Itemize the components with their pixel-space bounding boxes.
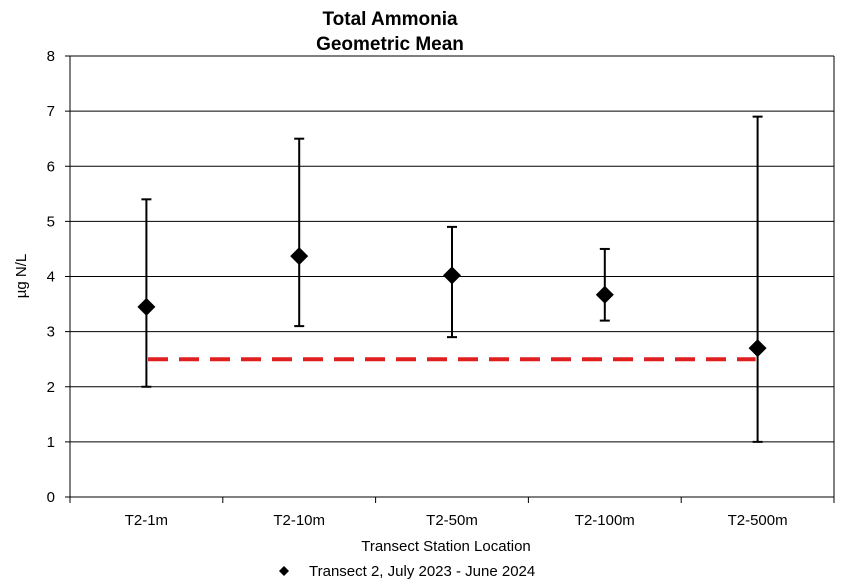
- legend-diamond-icon: [279, 566, 289, 576]
- error-bars: [141, 115, 763, 443]
- chart-title-line-1: Total Ammonia: [322, 9, 458, 30]
- data-point-3: [595, 285, 614, 304]
- x-tick-label-1: T2-10m: [273, 512, 325, 529]
- data-point-1: [290, 247, 309, 266]
- x-axis-title: Transect Station Location: [361, 538, 531, 555]
- x-tick-labels: T2-1m T2-10m T2-50m T2-100m T2-500m: [125, 512, 788, 529]
- data-point-4: [748, 339, 767, 358]
- y-tick-label-8: 8: [47, 48, 55, 65]
- y-tick-label-6: 6: [47, 158, 55, 175]
- data-point-2: [443, 266, 461, 285]
- y-tick-label-4: 4: [47, 269, 55, 286]
- data-points: [137, 247, 767, 358]
- y-axis-title: µg N/L: [13, 254, 30, 299]
- y-tick-labels: 0 1 2 3 4 5 6 7 8: [47, 48, 55, 506]
- y-tick-label-1: 1: [47, 434, 55, 451]
- legend: Transect 2, July 2023 - June 2024: [279, 563, 535, 580]
- x-tick-label-2: T2-50m: [426, 512, 478, 529]
- x-tick-label-4: T2-500m: [728, 512, 788, 529]
- y-tick-label-3: 3: [47, 324, 55, 341]
- x-tick-label-0: T2-1m: [125, 512, 168, 529]
- y-tick-label-7: 7: [47, 103, 55, 120]
- data-point-0: [137, 297, 156, 316]
- x-tick-label-3: T2-100m: [575, 512, 635, 529]
- y-tick-label-2: 2: [47, 379, 55, 396]
- chart-title-line-2: Geometric Mean: [316, 34, 464, 55]
- y-tick-label-0: 0: [47, 489, 55, 506]
- legend-label: Transect 2, July 2023 - June 2024: [309, 563, 535, 580]
- axes: [65, 55, 835, 503]
- y-tick-label-5: 5: [47, 213, 55, 230]
